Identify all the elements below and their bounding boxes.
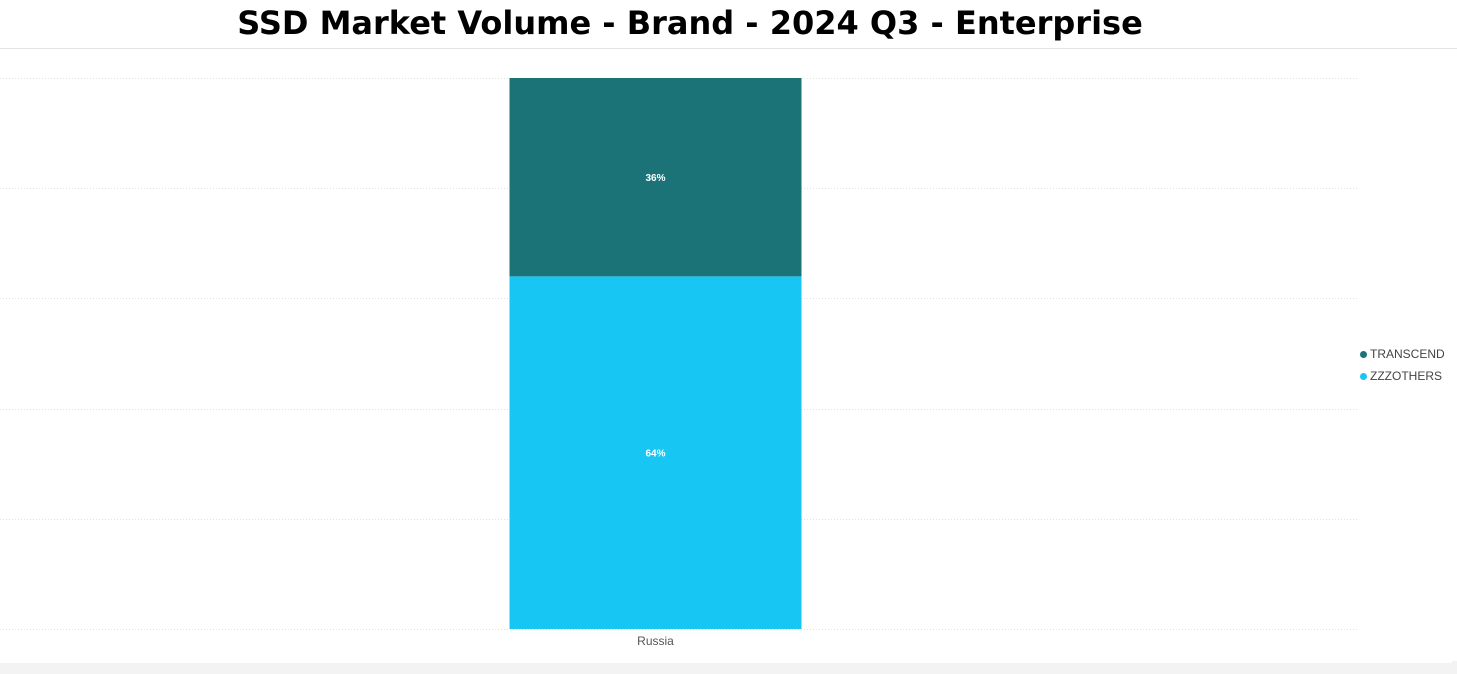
bar-segment <box>509 78 802 277</box>
data-label: 36% <box>645 173 665 184</box>
x-tick-label: Russia <box>637 634 674 648</box>
bottom-strip <box>0 661 1457 674</box>
legend-label: ZZZOTHERS <box>1370 369 1442 383</box>
legend-item[interactable]: TRANSCEND <box>1360 343 1445 365</box>
title-divider <box>0 48 1457 49</box>
legend-marker <box>1360 372 1367 380</box>
chart-title: SSD Market Volume - Brand - 2024 Q3 - En… <box>237 4 1143 42</box>
legend-marker <box>1360 350 1367 358</box>
data-label: 64% <box>645 449 665 460</box>
legend-label: TRANSCEND <box>1370 347 1445 361</box>
stacked-bar-chart: 64% 36% Russia <box>0 78 1357 648</box>
chart-legend[interactable]: TRANSCEND ZZZOTHERS <box>1360 343 1445 387</box>
legend-item[interactable]: ZZZOTHERS <box>1360 365 1445 387</box>
bar-segment <box>509 276 802 629</box>
